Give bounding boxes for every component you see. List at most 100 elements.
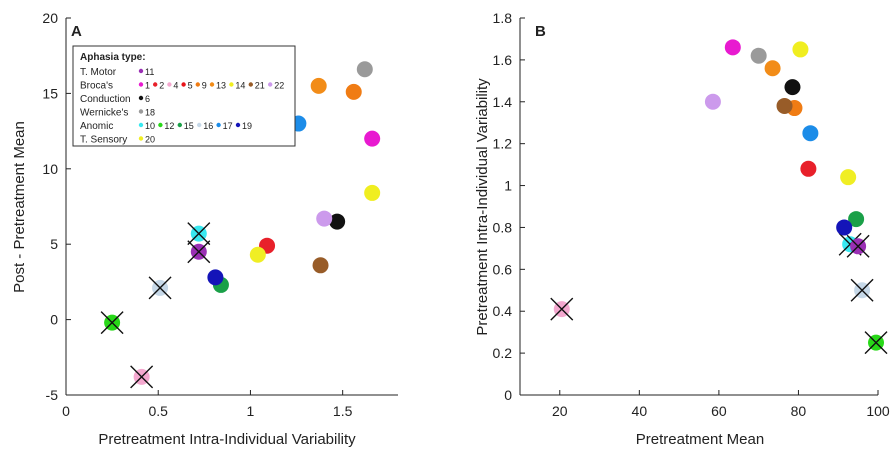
legend-id-15: 15 [184,121,194,131]
panel-b-x-tick-label: 100 [866,403,890,419]
legend-swatch-10 [138,122,144,128]
panel-b-point-13 [764,60,781,77]
legend-swatch-15 [177,122,182,128]
legend-label: T. Motor [80,67,117,78]
legend-id-21: 21 [255,81,265,91]
legend-swatch-5 [181,82,186,87]
legend-id-1: 1 [145,81,150,91]
legend-label: Conduction [80,94,131,105]
panel-b-y-tick-label: 0.8 [493,219,513,235]
panel-b-xlabel: Pretreatment Mean [636,431,764,448]
legend-id-2: 2 [159,81,164,91]
legend-label: Broca's [80,81,113,92]
legend-id-18: 18 [145,108,155,118]
panel-b-y-tick-label: 1.2 [493,136,513,152]
panel-b-point-20 [840,169,857,186]
panel-a-point-19 [207,269,224,286]
legend-id-12: 12 [164,121,174,131]
legend-id-22: 22 [274,81,284,91]
panel-b-x-tick-label: 20 [552,403,568,419]
panel-b-label: B [535,23,546,40]
panel-b-point-14 [792,41,809,58]
panel-a-y-tick-label: 15 [42,85,58,101]
legend-swatch-12 [158,122,163,128]
panel-a-cross-marker-16 [148,276,172,300]
panel-b-y-tick-label: 0.4 [493,303,513,319]
panel-b-cross-marker-4 [550,297,574,321]
legend-swatch-17 [216,122,221,128]
panel-a-point-1 [364,130,381,147]
panel-a-point-9 [345,83,362,100]
panel-b-y-tick-label: 0.2 [493,345,513,361]
legend-swatch-14 [229,82,234,87]
panel-b-x-tick-label: 60 [711,403,727,419]
panel-a-cross-marker-12 [100,311,124,335]
legend-swatch-1 [138,82,144,87]
panel-b-y-tick-label: 1.6 [493,52,513,68]
panel-a-y-tick-label: -5 [46,387,59,403]
legend-swatch-21 [248,82,253,87]
panel-b-point-15 [848,211,865,228]
panel-b-x-tick-label: 40 [632,403,648,419]
legend-swatch-19 [235,122,241,128]
panel-b-y-tick-label: 0.6 [493,261,513,277]
panel-b-cross-marker-16 [850,278,874,302]
legend-swatch-13 [209,82,215,87]
panel-a-cross-marker-10 [187,222,211,246]
legend-id-17: 17 [223,121,233,131]
panel-b-point-21 [776,97,793,114]
panel-a-cross-marker-4 [130,365,154,389]
legend-swatch-6 [138,95,144,101]
panel-b-y-tick-label: 0 [504,387,512,403]
legend-label: Anomic [80,121,113,132]
panel-b-cross-marker-11 [846,234,870,258]
panel-b-point-1 [724,39,741,56]
panel-b-point-6 [784,79,801,96]
legend-id-4: 4 [173,81,178,91]
legend-swatch-16 [197,122,202,128]
panel-a-point-18 [356,61,373,78]
panel-a-y-tick-label: 0 [50,312,58,328]
legend-title: Aphasia type: [80,52,146,63]
panel-a-point-14 [364,184,381,201]
panel-a-point-22 [316,210,333,227]
panel-a-x-tick-label: 1.5 [333,403,353,419]
panel-b-point-22 [704,93,721,110]
legend-swatch-20 [138,136,144,141]
legend-id-14: 14 [235,81,245,91]
legend-id-6: 6 [145,94,150,104]
legend-id-16: 16 [203,121,213,131]
legend-id-11: 11 [145,67,154,77]
legend-id-10: 10 [145,121,155,131]
panel-a-cross-marker-11 [187,240,211,264]
panel-b-point-19 [836,219,853,236]
panel-a: A Pretreatment Intra-Individual Variabil… [11,10,398,448]
panel-a-x-tick-label: 0.5 [148,403,168,419]
legend-id-19: 19 [242,121,252,131]
panel-a-x-tick-label: 1 [247,403,255,419]
legend-box [72,45,296,147]
panel-b-ylabel: Pretreatment Intra-Individual Variabilit… [474,78,491,336]
panel-a-point-21 [312,257,329,274]
panel-b-point-17 [802,125,819,142]
panel-b-point-2 [800,160,817,177]
legend-swatch-22 [268,82,273,87]
panel-a-point-6 [329,213,346,230]
legend-label: Wernicke's [80,108,128,119]
legend-id-5: 5 [188,81,193,91]
panel-a-y-tick-label: 20 [42,10,58,26]
panel-a-y-tick-label: 10 [42,161,58,177]
legend-swatch-11 [138,68,144,74]
legend-id-20: 20 [145,135,155,145]
panel-b-x-tick-label: 80 [791,403,807,419]
legend-id-9: 9 [202,81,207,91]
panel-b-y-tick-label: 1 [504,178,512,194]
panel-b: B Pretreatment Mean Pretreatment Intra-I… [474,10,890,448]
legend-id-13: 13 [216,81,226,91]
panel-a-point-20 [249,246,266,263]
panel-a-x-tick-label: 0 [62,403,70,419]
panel-b-y-tick-label: 1.8 [493,10,513,26]
legend-label: T. Sensory [80,135,127,146]
